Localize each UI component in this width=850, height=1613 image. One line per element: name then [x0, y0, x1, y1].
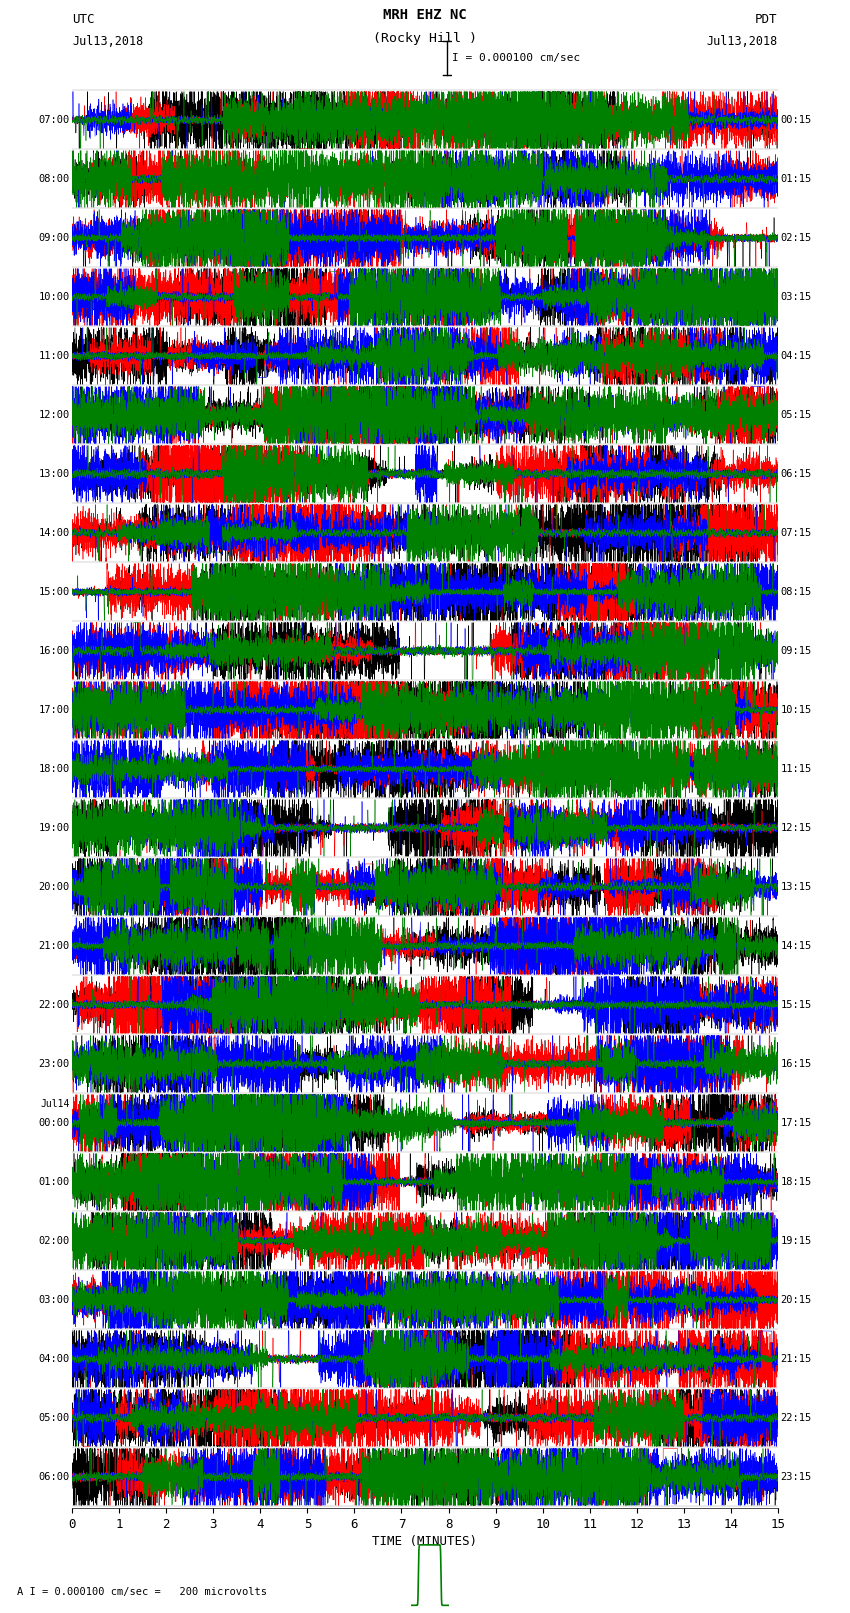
Text: MRH EHZ NC: MRH EHZ NC — [383, 8, 467, 23]
Text: (Rocky Hill ): (Rocky Hill ) — [373, 32, 477, 45]
Text: 06:00: 06:00 — [38, 1473, 70, 1482]
Text: 13:00: 13:00 — [38, 469, 70, 479]
Text: 14:15: 14:15 — [780, 940, 812, 952]
Text: 23:00: 23:00 — [38, 1058, 70, 1069]
Text: 02:15: 02:15 — [780, 232, 812, 244]
Text: 03:00: 03:00 — [38, 1295, 70, 1305]
Text: 04:15: 04:15 — [780, 352, 812, 361]
Text: 15:00: 15:00 — [38, 587, 70, 597]
Text: 07:00: 07:00 — [38, 115, 70, 124]
Text: 16:15: 16:15 — [780, 1058, 812, 1069]
Text: 04:00: 04:00 — [38, 1353, 70, 1365]
Text: 01:15: 01:15 — [780, 174, 812, 184]
Text: 11:15: 11:15 — [780, 765, 812, 774]
Text: 08:15: 08:15 — [780, 587, 812, 597]
Text: A I = 0.000100 cm/sec =   200 microvolts: A I = 0.000100 cm/sec = 200 microvolts — [17, 1587, 267, 1597]
Text: Jul13,2018: Jul13,2018 — [706, 35, 778, 48]
Text: 02:00: 02:00 — [38, 1236, 70, 1245]
Text: 17:00: 17:00 — [38, 705, 70, 715]
Text: 07:15: 07:15 — [780, 527, 812, 539]
Text: 10:15: 10:15 — [780, 705, 812, 715]
Text: 13:15: 13:15 — [780, 882, 812, 892]
Text: 21:15: 21:15 — [780, 1353, 812, 1365]
Text: 11:00: 11:00 — [38, 352, 70, 361]
Text: 10:00: 10:00 — [38, 292, 70, 302]
Text: 16:00: 16:00 — [38, 645, 70, 656]
Text: 00:15: 00:15 — [780, 115, 812, 124]
Text: 19:00: 19:00 — [38, 823, 70, 832]
Text: 00:00: 00:00 — [38, 1118, 70, 1127]
Text: 01:00: 01:00 — [38, 1177, 70, 1187]
Text: 14:00: 14:00 — [38, 527, 70, 539]
Text: 20:15: 20:15 — [780, 1295, 812, 1305]
Text: 22:00: 22:00 — [38, 1000, 70, 1010]
Text: 18:15: 18:15 — [780, 1177, 812, 1187]
Text: 15:15: 15:15 — [780, 1000, 812, 1010]
Text: 09:00: 09:00 — [38, 232, 70, 244]
Text: Jul13,2018: Jul13,2018 — [72, 35, 144, 48]
Text: 22:15: 22:15 — [780, 1413, 812, 1423]
Text: 17:15: 17:15 — [780, 1118, 812, 1127]
Text: 21:00: 21:00 — [38, 940, 70, 952]
Text: 08:00: 08:00 — [38, 174, 70, 184]
Text: 09:15: 09:15 — [780, 645, 812, 656]
Text: 05:15: 05:15 — [780, 410, 812, 419]
X-axis label: TIME (MINUTES): TIME (MINUTES) — [372, 1536, 478, 1548]
Text: PDT: PDT — [756, 13, 778, 26]
Text: 20:00: 20:00 — [38, 882, 70, 892]
Text: 18:00: 18:00 — [38, 765, 70, 774]
Text: Jul14: Jul14 — [40, 1098, 70, 1108]
Text: 05:00: 05:00 — [38, 1413, 70, 1423]
Text: 03:15: 03:15 — [780, 292, 812, 302]
Text: 12:15: 12:15 — [780, 823, 812, 832]
Text: 12:00: 12:00 — [38, 410, 70, 419]
Text: I = 0.000100 cm/sec: I = 0.000100 cm/sec — [452, 53, 581, 63]
Text: 19:15: 19:15 — [780, 1236, 812, 1245]
Text: UTC: UTC — [72, 13, 94, 26]
Text: 06:15: 06:15 — [780, 469, 812, 479]
Text: 23:15: 23:15 — [780, 1473, 812, 1482]
